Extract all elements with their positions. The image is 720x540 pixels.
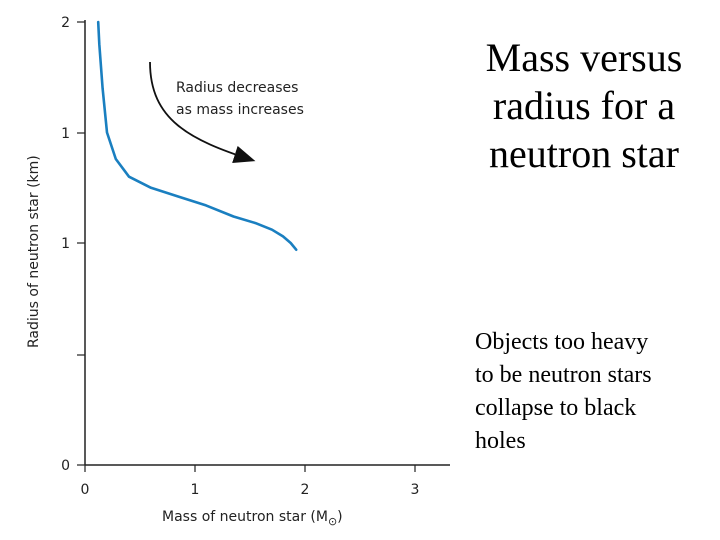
x-axis-title-text: Mass of neutron star (M xyxy=(162,509,328,525)
x-tick-label: 0 xyxy=(81,482,90,498)
x-axis-title: Mass of neutron star (M⊙) xyxy=(162,509,343,528)
annotation-line-2: as mass increases xyxy=(176,102,304,118)
slide-body-line: collapse to black xyxy=(475,395,637,421)
x-tick-label: 3 xyxy=(411,482,420,498)
slide-title-line: neutron star xyxy=(489,131,679,176)
y-axis-title: Radius of neutron star (km) xyxy=(26,155,42,348)
mass-radius-chart: 0 1 1 2 0 1 2 3 Radius of neutron star (km) Ma… xyxy=(26,15,450,528)
chart-annotation: Radius decreases as mass increases xyxy=(149,61,304,164)
slide-body-text: Objects too heavy to be neutron stars co… xyxy=(475,326,705,458)
x-tick-label: 1 xyxy=(191,482,200,498)
x-axis-title-close: ) xyxy=(337,509,342,525)
slide-body-line: Objects too heavy xyxy=(475,329,649,355)
y-tick-label: 0 xyxy=(61,458,70,474)
series-layer xyxy=(96,20,298,251)
annotation-line-1: Radius decreases xyxy=(176,80,298,96)
y-ticks: 0 1 1 2 xyxy=(61,15,85,474)
y-tick-label: 1 xyxy=(61,126,70,142)
x-tick-label: 2 xyxy=(301,482,310,498)
slide-title-line: Mass versus xyxy=(485,35,683,80)
annotation-arrow xyxy=(149,61,256,164)
slide-title-line: radius for a xyxy=(492,83,676,128)
series-line-0 xyxy=(96,20,298,251)
slide-body-line: holes xyxy=(475,428,526,454)
y-tick-label: 1 xyxy=(61,236,70,252)
x-axis-title-sun-symbol: ⊙ xyxy=(328,515,337,528)
slide-body-line: to be neutron stars xyxy=(475,362,652,388)
x-ticks: 0 1 2 3 xyxy=(81,465,420,498)
y-tick-label: 2 xyxy=(61,15,70,31)
slide-title: Mass versus radius for a neutron star xyxy=(466,34,702,178)
